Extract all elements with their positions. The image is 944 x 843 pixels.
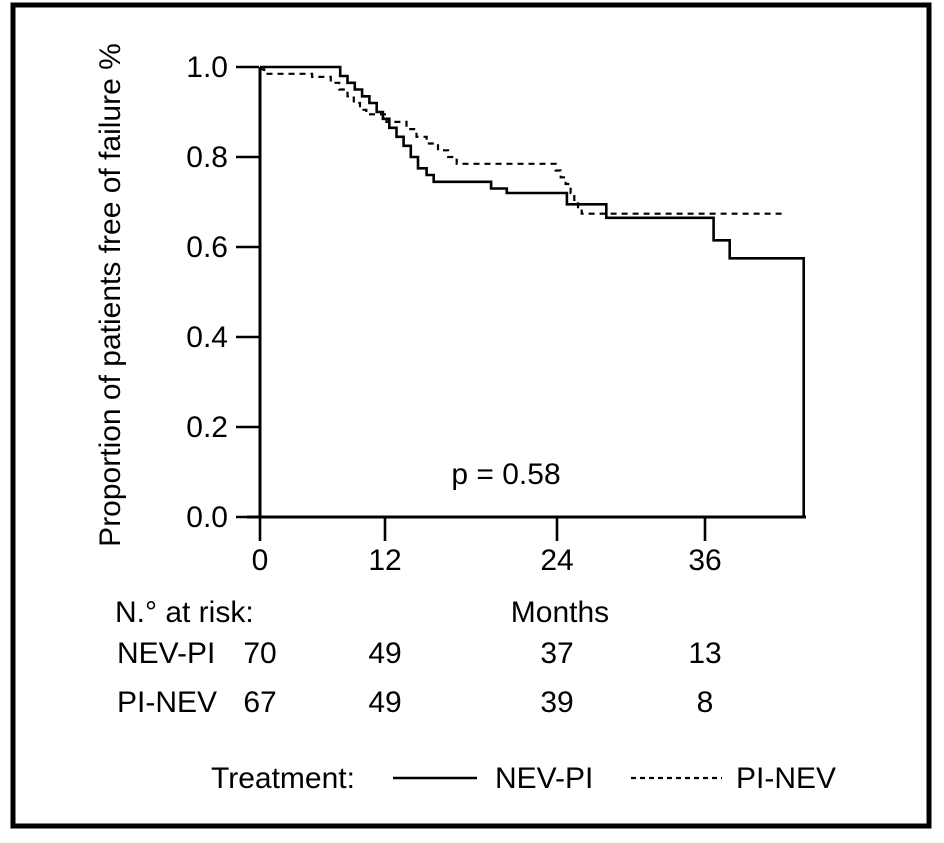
y-tick-label: 0.8 xyxy=(186,141,228,174)
risk-value: 39 xyxy=(540,686,573,719)
legend-label-pi-nev: PI-NEV xyxy=(736,762,836,795)
risk-value: 49 xyxy=(368,686,401,719)
pi-nev-curve xyxy=(260,68,786,215)
x-tick-label: 12 xyxy=(368,544,401,577)
legend: Treatment: NEV-PI PI-NEV xyxy=(211,762,836,795)
x-axis-title: Months xyxy=(511,596,609,629)
y-tick-label: 0.6 xyxy=(186,231,228,264)
risk-row-label: PI-NEV xyxy=(117,686,217,719)
y-tick-label: 0.2 xyxy=(186,411,228,444)
x-tick-label: 36 xyxy=(688,544,721,577)
nev-pi-curve xyxy=(260,65,805,517)
x-tick-label: 0 xyxy=(252,544,269,577)
risk-value: 67 xyxy=(243,686,276,719)
x-tick-label: 24 xyxy=(540,544,573,577)
risk-row-label: NEV-PI xyxy=(117,637,215,670)
risk-value: 8 xyxy=(697,686,714,719)
legend-title: Treatment: xyxy=(211,762,355,795)
risk-table-rows: NEV-PI 70 49 37 13 PI-NEV 67 49 39 8 xyxy=(117,637,722,719)
figure-border xyxy=(10,2,932,829)
risk-value: 49 xyxy=(368,637,401,670)
y-axis-title: Proportion of patients free of failure % xyxy=(94,43,127,547)
risk-value: 37 xyxy=(540,637,573,670)
x-axis-ticks: 0 12 24 36 xyxy=(252,518,722,577)
y-tick-label: 0.0 xyxy=(186,501,228,534)
y-axis-ticks: 1.0 0.8 0.6 0.4 0.2 0.0 xyxy=(186,51,259,534)
risk-table-header: N.° at risk: xyxy=(115,596,254,629)
risk-value: 70 xyxy=(243,637,276,670)
y-tick-label: 1.0 xyxy=(186,51,228,84)
legend-label-nev-pi: NEV-PI xyxy=(495,762,593,795)
y-tick-label: 0.4 xyxy=(186,321,228,354)
risk-value: 13 xyxy=(688,637,721,670)
p-value-annotation: p = 0.58 xyxy=(451,458,560,491)
